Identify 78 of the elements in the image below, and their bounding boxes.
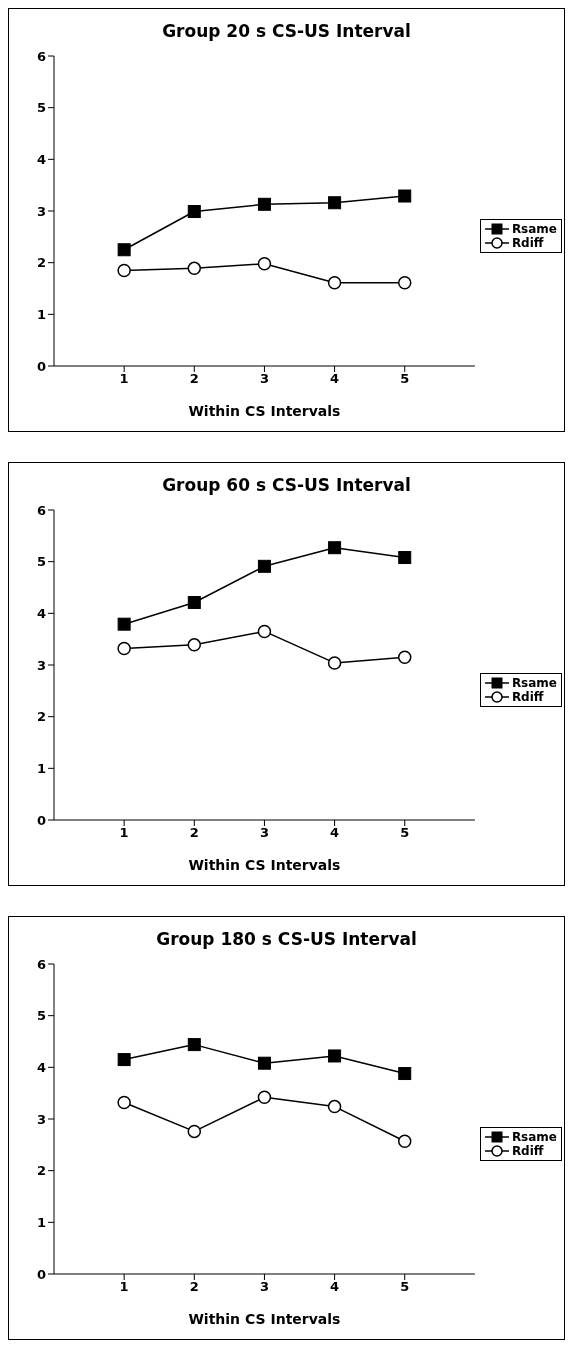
- x-tick-label: 3: [259, 825, 269, 841]
- x-tick-label: 3: [259, 1279, 269, 1295]
- point: [257, 624, 272, 639]
- point: [398, 551, 412, 565]
- point: [257, 1090, 272, 1105]
- point: [187, 638, 202, 652]
- x-tick-label: 4: [330, 371, 340, 387]
- point: [398, 1067, 412, 1081]
- x-axis-title: Within CS Intervals: [188, 403, 341, 419]
- y-tick-label: 4: [36, 151, 46, 167]
- y-tick-label: 3: [36, 657, 46, 673]
- y-tick-label: 2: [36, 255, 46, 271]
- x-tick-label: 4: [330, 825, 340, 841]
- y-tick-label: 5: [36, 1008, 46, 1024]
- y-tick-label: 0: [36, 358, 46, 374]
- x-tick-label: 1: [119, 825, 129, 841]
- point: [117, 1095, 131, 1110]
- y-tick-label: 0: [36, 812, 46, 828]
- point: [257, 256, 272, 271]
- x-tick-label: 5: [400, 1279, 410, 1295]
- point: [327, 276, 342, 290]
- point: [397, 650, 412, 664]
- y-tick-label: 4: [36, 605, 46, 621]
- point: [327, 656, 342, 670]
- point: [328, 541, 342, 555]
- x-tick-label: 1: [119, 371, 129, 387]
- y-tick-label: 1: [36, 306, 46, 322]
- point: [187, 1038, 201, 1052]
- y-tick-label: 1: [36, 1214, 46, 1230]
- point: [398, 189, 412, 203]
- point: [117, 641, 131, 656]
- y-tick-label: 6: [36, 956, 46, 972]
- y-tick-label: 3: [36, 203, 46, 219]
- y-tick-label: 5: [36, 554, 46, 570]
- y-tick-label: 6: [36, 48, 46, 64]
- point: [257, 1056, 271, 1070]
- chart-title: Group 20 s CS-US Interval: [161, 21, 412, 41]
- x-tick-label: 4: [330, 1279, 340, 1295]
- y-tick-label: 0: [36, 1266, 46, 1282]
- point: [257, 197, 271, 211]
- x-tick-label: 5: [400, 825, 410, 841]
- y-tick-label: 2: [36, 709, 46, 725]
- y-tick-label: 3: [36, 1111, 46, 1127]
- point: [117, 263, 131, 278]
- legend-label: Rdiff: [511, 236, 544, 250]
- x-tick-label: 1: [119, 1279, 129, 1295]
- x-tick-label: 3: [259, 371, 269, 387]
- point: [187, 1124, 202, 1139]
- point: [117, 617, 131, 631]
- x-axis-title: Within CS Intervals: [188, 1311, 341, 1327]
- point: [257, 559, 271, 573]
- point: [328, 196, 342, 210]
- point: [328, 1049, 342, 1063]
- y-tick-label: 1: [36, 760, 46, 776]
- x-tick-label: 2: [189, 1279, 199, 1295]
- legend-label: Rsame: [511, 676, 557, 690]
- chart-title: Group 180 s CS-US Interval: [155, 929, 418, 949]
- legend-label: Rsame: [511, 222, 557, 236]
- point: [187, 261, 202, 276]
- x-axis-title: Within CS Intervals: [188, 857, 341, 873]
- point: [187, 595, 201, 609]
- point: [187, 205, 201, 219]
- y-tick-label: 6: [36, 502, 46, 518]
- legend-label: Rdiff: [511, 1144, 544, 1158]
- point: [117, 243, 131, 257]
- y-tick-label: 5: [36, 100, 46, 116]
- y-tick-label: 4: [36, 1059, 46, 1075]
- point: [397, 276, 412, 290]
- point: [327, 1099, 342, 1114]
- point: [117, 1053, 131, 1067]
- x-tick-label: 2: [189, 825, 199, 841]
- y-tick-label: 2: [36, 1163, 46, 1179]
- legend-label: Rdiff: [511, 690, 544, 704]
- chart-title: Group 60 s CS-US Interval: [161, 475, 412, 495]
- x-tick-label: 5: [400, 371, 410, 387]
- x-tick-label: 2: [189, 371, 199, 387]
- legend-label: Rsame: [511, 1130, 557, 1144]
- point: [397, 1134, 412, 1148]
